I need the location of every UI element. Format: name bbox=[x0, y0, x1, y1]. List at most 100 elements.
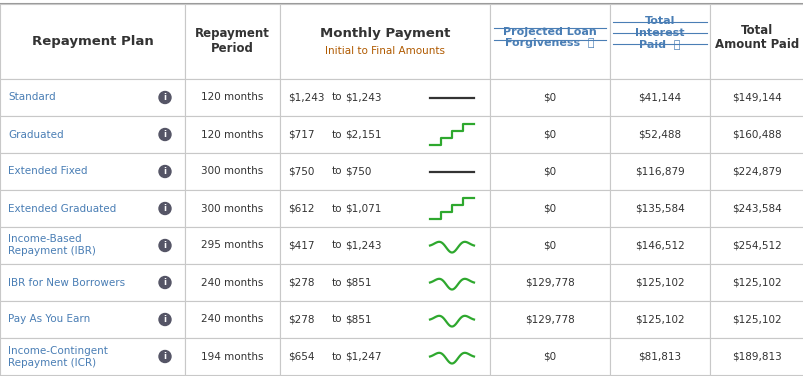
Text: $417: $417 bbox=[287, 241, 314, 250]
Circle shape bbox=[159, 314, 171, 326]
Text: 120 months: 120 months bbox=[201, 129, 263, 139]
Text: $2,151: $2,151 bbox=[344, 129, 381, 139]
Bar bbox=[609, 190, 709, 227]
Text: to: to bbox=[332, 241, 342, 250]
Text: $116,879: $116,879 bbox=[634, 167, 684, 176]
Bar bbox=[185, 227, 279, 264]
Text: i: i bbox=[163, 315, 166, 324]
Bar bbox=[609, 79, 709, 116]
Bar bbox=[279, 227, 489, 264]
Bar bbox=[489, 338, 609, 375]
Text: Graduated: Graduated bbox=[8, 129, 63, 139]
Text: Projected Loan
Forgiveness  ⓘ: Projected Loan Forgiveness ⓘ bbox=[503, 27, 596, 48]
Text: $1,247: $1,247 bbox=[344, 352, 381, 361]
Text: $224,879: $224,879 bbox=[732, 167, 781, 176]
Bar bbox=[185, 301, 279, 338]
Text: $750: $750 bbox=[344, 167, 371, 176]
Text: Initial to Final Amounts: Initial to Final Amounts bbox=[324, 47, 444, 56]
Text: $1,243: $1,243 bbox=[344, 92, 381, 103]
Text: 194 months: 194 months bbox=[201, 352, 263, 361]
Text: $125,102: $125,102 bbox=[634, 277, 684, 288]
Text: $41,144: $41,144 bbox=[638, 92, 681, 103]
Bar bbox=[709, 190, 803, 227]
Text: $612: $612 bbox=[287, 203, 314, 214]
Text: 240 months: 240 months bbox=[201, 277, 263, 288]
Text: to: to bbox=[332, 314, 342, 324]
Text: $654: $654 bbox=[287, 352, 314, 361]
Text: Monthly Payment: Monthly Payment bbox=[320, 27, 450, 40]
Bar bbox=[279, 153, 489, 190]
Text: to: to bbox=[332, 167, 342, 176]
Bar bbox=[0, 338, 185, 375]
Text: to: to bbox=[332, 92, 342, 103]
Bar bbox=[609, 116, 709, 153]
Text: Extended Fixed: Extended Fixed bbox=[8, 167, 88, 176]
Text: Standard: Standard bbox=[8, 92, 55, 103]
Text: Total
Amount Paid: Total Amount Paid bbox=[714, 23, 798, 52]
Bar bbox=[0, 264, 185, 301]
Text: $149,144: $149,144 bbox=[732, 92, 781, 103]
Bar bbox=[609, 264, 709, 301]
Text: to: to bbox=[332, 277, 342, 288]
Circle shape bbox=[159, 91, 171, 103]
Bar bbox=[279, 338, 489, 375]
Bar bbox=[279, 4, 489, 79]
Text: i: i bbox=[163, 241, 166, 250]
Bar bbox=[489, 153, 609, 190]
Bar bbox=[609, 301, 709, 338]
Bar bbox=[0, 227, 185, 264]
Text: 300 months: 300 months bbox=[201, 203, 263, 214]
Bar bbox=[0, 116, 185, 153]
Text: $1,071: $1,071 bbox=[344, 203, 381, 214]
Text: $0: $0 bbox=[543, 241, 556, 250]
Text: Total
Interest
Paid  ⓘ: Total Interest Paid ⓘ bbox=[634, 16, 684, 49]
Bar bbox=[609, 227, 709, 264]
Bar bbox=[0, 190, 185, 227]
Text: $125,102: $125,102 bbox=[732, 277, 781, 288]
Bar bbox=[609, 153, 709, 190]
Bar bbox=[279, 264, 489, 301]
Text: $0: $0 bbox=[543, 129, 556, 139]
Text: 300 months: 300 months bbox=[201, 167, 263, 176]
Bar bbox=[0, 4, 185, 79]
Circle shape bbox=[159, 165, 171, 177]
Text: $52,488: $52,488 bbox=[638, 129, 681, 139]
Bar bbox=[185, 4, 279, 79]
Text: $0: $0 bbox=[543, 167, 556, 176]
Bar bbox=[0, 153, 185, 190]
Text: Extended Graduated: Extended Graduated bbox=[8, 203, 116, 214]
Bar bbox=[185, 190, 279, 227]
Text: $851: $851 bbox=[344, 277, 371, 288]
Text: $0: $0 bbox=[543, 352, 556, 361]
Bar bbox=[489, 190, 609, 227]
Text: $851: $851 bbox=[344, 314, 371, 324]
Text: 295 months: 295 months bbox=[201, 241, 263, 250]
Text: $125,102: $125,102 bbox=[732, 314, 781, 324]
Text: $717: $717 bbox=[287, 129, 314, 139]
Bar bbox=[185, 338, 279, 375]
Circle shape bbox=[159, 276, 171, 288]
Bar bbox=[489, 79, 609, 116]
Bar bbox=[609, 338, 709, 375]
Circle shape bbox=[159, 129, 171, 141]
Text: to: to bbox=[332, 203, 342, 214]
Bar bbox=[709, 227, 803, 264]
Text: $135,584: $135,584 bbox=[634, 203, 684, 214]
Text: $125,102: $125,102 bbox=[634, 314, 684, 324]
Bar bbox=[489, 4, 609, 79]
Bar bbox=[709, 264, 803, 301]
Bar bbox=[709, 338, 803, 375]
Text: $254,512: $254,512 bbox=[732, 241, 781, 250]
Text: to: to bbox=[332, 352, 342, 361]
Text: $0: $0 bbox=[543, 92, 556, 103]
Text: i: i bbox=[163, 167, 166, 176]
Text: IBR for New Borrowers: IBR for New Borrowers bbox=[8, 277, 125, 288]
Circle shape bbox=[159, 240, 171, 252]
Text: Repayment (IBR): Repayment (IBR) bbox=[8, 247, 96, 256]
Bar bbox=[185, 116, 279, 153]
Text: i: i bbox=[163, 204, 166, 213]
Bar bbox=[489, 116, 609, 153]
Text: i: i bbox=[163, 130, 166, 139]
Bar bbox=[185, 153, 279, 190]
Bar bbox=[489, 301, 609, 338]
